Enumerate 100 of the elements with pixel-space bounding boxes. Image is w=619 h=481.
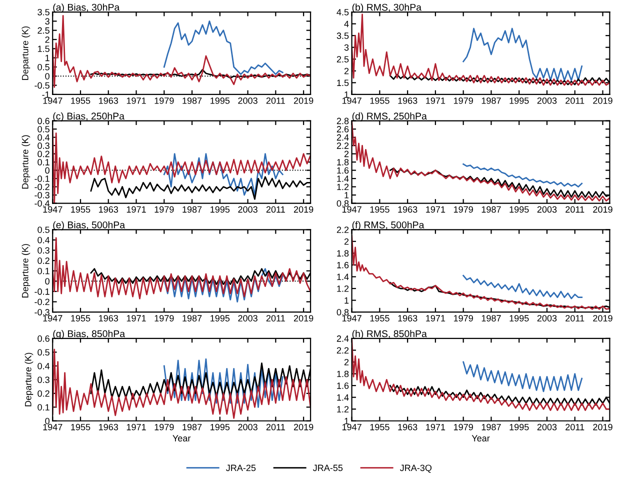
x-tick-label: 1947	[342, 97, 362, 104]
y-axis-title: Departure (K)	[22, 26, 30, 80]
line-series	[163, 358, 284, 408]
y-tick-label: 0.4	[38, 362, 50, 370]
x-tick-label: 2019	[593, 424, 612, 430]
chart-title: (c) Bias, 250hPa	[53, 112, 124, 122]
y-tick-label: -0.1	[34, 176, 50, 182]
y-tick-label: 1.4	[337, 394, 349, 401]
x-tick-label: 1963	[398, 206, 418, 213]
x-tick-label: 1971	[426, 315, 446, 322]
y-tick-label: 2.6	[336, 126, 349, 132]
y-tick-label: 0.5	[38, 349, 50, 356]
y-tick-label: 1	[344, 297, 349, 304]
y-tick-label: 2	[344, 150, 349, 158]
y-tick-label: 3	[344, 44, 349, 51]
y-tick-label: 0.5	[38, 126, 50, 132]
y-tick-label: 2	[45, 36, 50, 43]
y-axis-title: Departure (K)	[24, 352, 34, 406]
y-tick-label: -0.2	[34, 298, 50, 306]
x-tick-label: 2003	[537, 424, 557, 430]
y-tick-label: -1	[42, 92, 50, 98]
x-tick-label: 1971	[426, 97, 446, 104]
y-tick-label: -0.2	[34, 184, 50, 190]
y-tick-label: 0.8	[336, 200, 349, 207]
y-tick-label: 2	[344, 68, 349, 74]
y-tick-label: 1.4	[337, 274, 349, 280]
x-tick-label: 1955	[370, 97, 390, 104]
x-tick-label: 1955	[370, 206, 390, 213]
chart-title: (d) RMS, 250hPa	[352, 112, 427, 122]
x-tick-label: 1987	[482, 97, 501, 104]
x-tick-label: 1987	[482, 206, 501, 213]
x-tick-label: 1979	[154, 206, 174, 213]
x-tick-label: 1995	[210, 424, 230, 430]
x-tick-label: 1987	[482, 424, 501, 430]
x-tick-label: 1947	[43, 97, 62, 104]
x-tick-label: 2011	[566, 206, 584, 213]
legend-label: JRA-25	[226, 464, 256, 472]
y-tick-label: 2.8	[336, 118, 349, 124]
y-tick-label: 1.5	[337, 80, 349, 86]
y-tick-label: 3	[45, 18, 50, 25]
x-tick-label: 1979	[154, 315, 174, 322]
y-tick-label: 0.4	[38, 134, 50, 141]
y-tick-label: 0.5	[38, 64, 50, 70]
y-tick-label: 0.1	[38, 268, 50, 274]
y-tick-label: 0.3	[38, 376, 50, 384]
x-tick-label: 1947	[43, 424, 62, 430]
x-tick-label: 2011	[566, 424, 584, 430]
x-tick-label: 1947	[342, 315, 362, 322]
y-tick-label: 4	[344, 20, 349, 28]
y-tick-label: 2.5	[38, 27, 50, 34]
x-tick-label: 1971	[126, 315, 146, 322]
x-tick-label: 1987	[182, 97, 202, 104]
x-tick-label: 1955	[370, 315, 390, 322]
x-tick-label: 2019	[593, 206, 612, 213]
x-tick-label: 1987	[182, 206, 202, 213]
x-tick-label: 1963	[99, 97, 118, 104]
x-tick-label: 1947	[43, 315, 62, 322]
x-tick-label: 1947	[43, 206, 62, 213]
x-tick-label: 2019	[294, 424, 314, 430]
y-tick-label: 2	[344, 358, 349, 366]
line-series	[462, 361, 583, 392]
chart-title: (b) RMS, 30hPa	[352, 4, 422, 13]
y-tick-label: 1.2	[337, 285, 349, 292]
x-tick-label: 1995	[210, 315, 230, 322]
x-tick-label: 1987	[182, 424, 202, 430]
y-tick-label: 1.8	[337, 159, 349, 166]
line-series	[462, 163, 583, 188]
y-tick-label: -0.3	[34, 192, 50, 198]
y-tick-label: -0.4	[34, 200, 50, 207]
x-tick-label: 2019	[593, 97, 612, 104]
y-tick-label: 1.8	[337, 250, 349, 257]
y-tick-label: -0.3	[34, 309, 50, 316]
x-tick-label: 1979	[454, 315, 473, 322]
y-tick-label: 2.2	[336, 347, 349, 354]
x-tick-label: 1963	[398, 97, 418, 104]
x-tick-label: 1955	[71, 315, 90, 322]
x-tick-label: 2011	[566, 97, 584, 104]
x-tick-label: 2019	[294, 206, 314, 213]
y-tick-label: 0.4	[38, 236, 50, 244]
line-series	[52, 237, 311, 300]
x-axis-title: Year	[172, 435, 191, 442]
y-tick-label: 2.4	[336, 335, 349, 342]
y-tick-label: 1	[46, 54, 50, 62]
y-tick-label: 1.2	[337, 406, 349, 412]
x-tick-label: 1971	[126, 206, 146, 213]
line-series	[163, 268, 284, 302]
y-tick-label: 2.2	[336, 226, 349, 233]
y-tick-label: 2.5	[336, 56, 349, 62]
x-tick-label: 2011	[266, 97, 285, 104]
x-tick-label: 1963	[398, 315, 418, 322]
legend-label: JRA-55	[313, 464, 343, 472]
x-tick-label: 2011	[266, 315, 285, 322]
x-tick-label: 1995	[510, 315, 529, 322]
chart-title: (e) Bias, 500hPa	[53, 221, 126, 230]
x-tick-label: 1955	[71, 97, 90, 104]
x-tick-label: 1979	[454, 97, 473, 104]
x-tick-label: 1971	[126, 424, 146, 430]
x-tick-label: 2019	[294, 315, 314, 322]
x-tick-label: 1995	[510, 206, 529, 213]
x-tick-label: 1963	[99, 424, 118, 430]
